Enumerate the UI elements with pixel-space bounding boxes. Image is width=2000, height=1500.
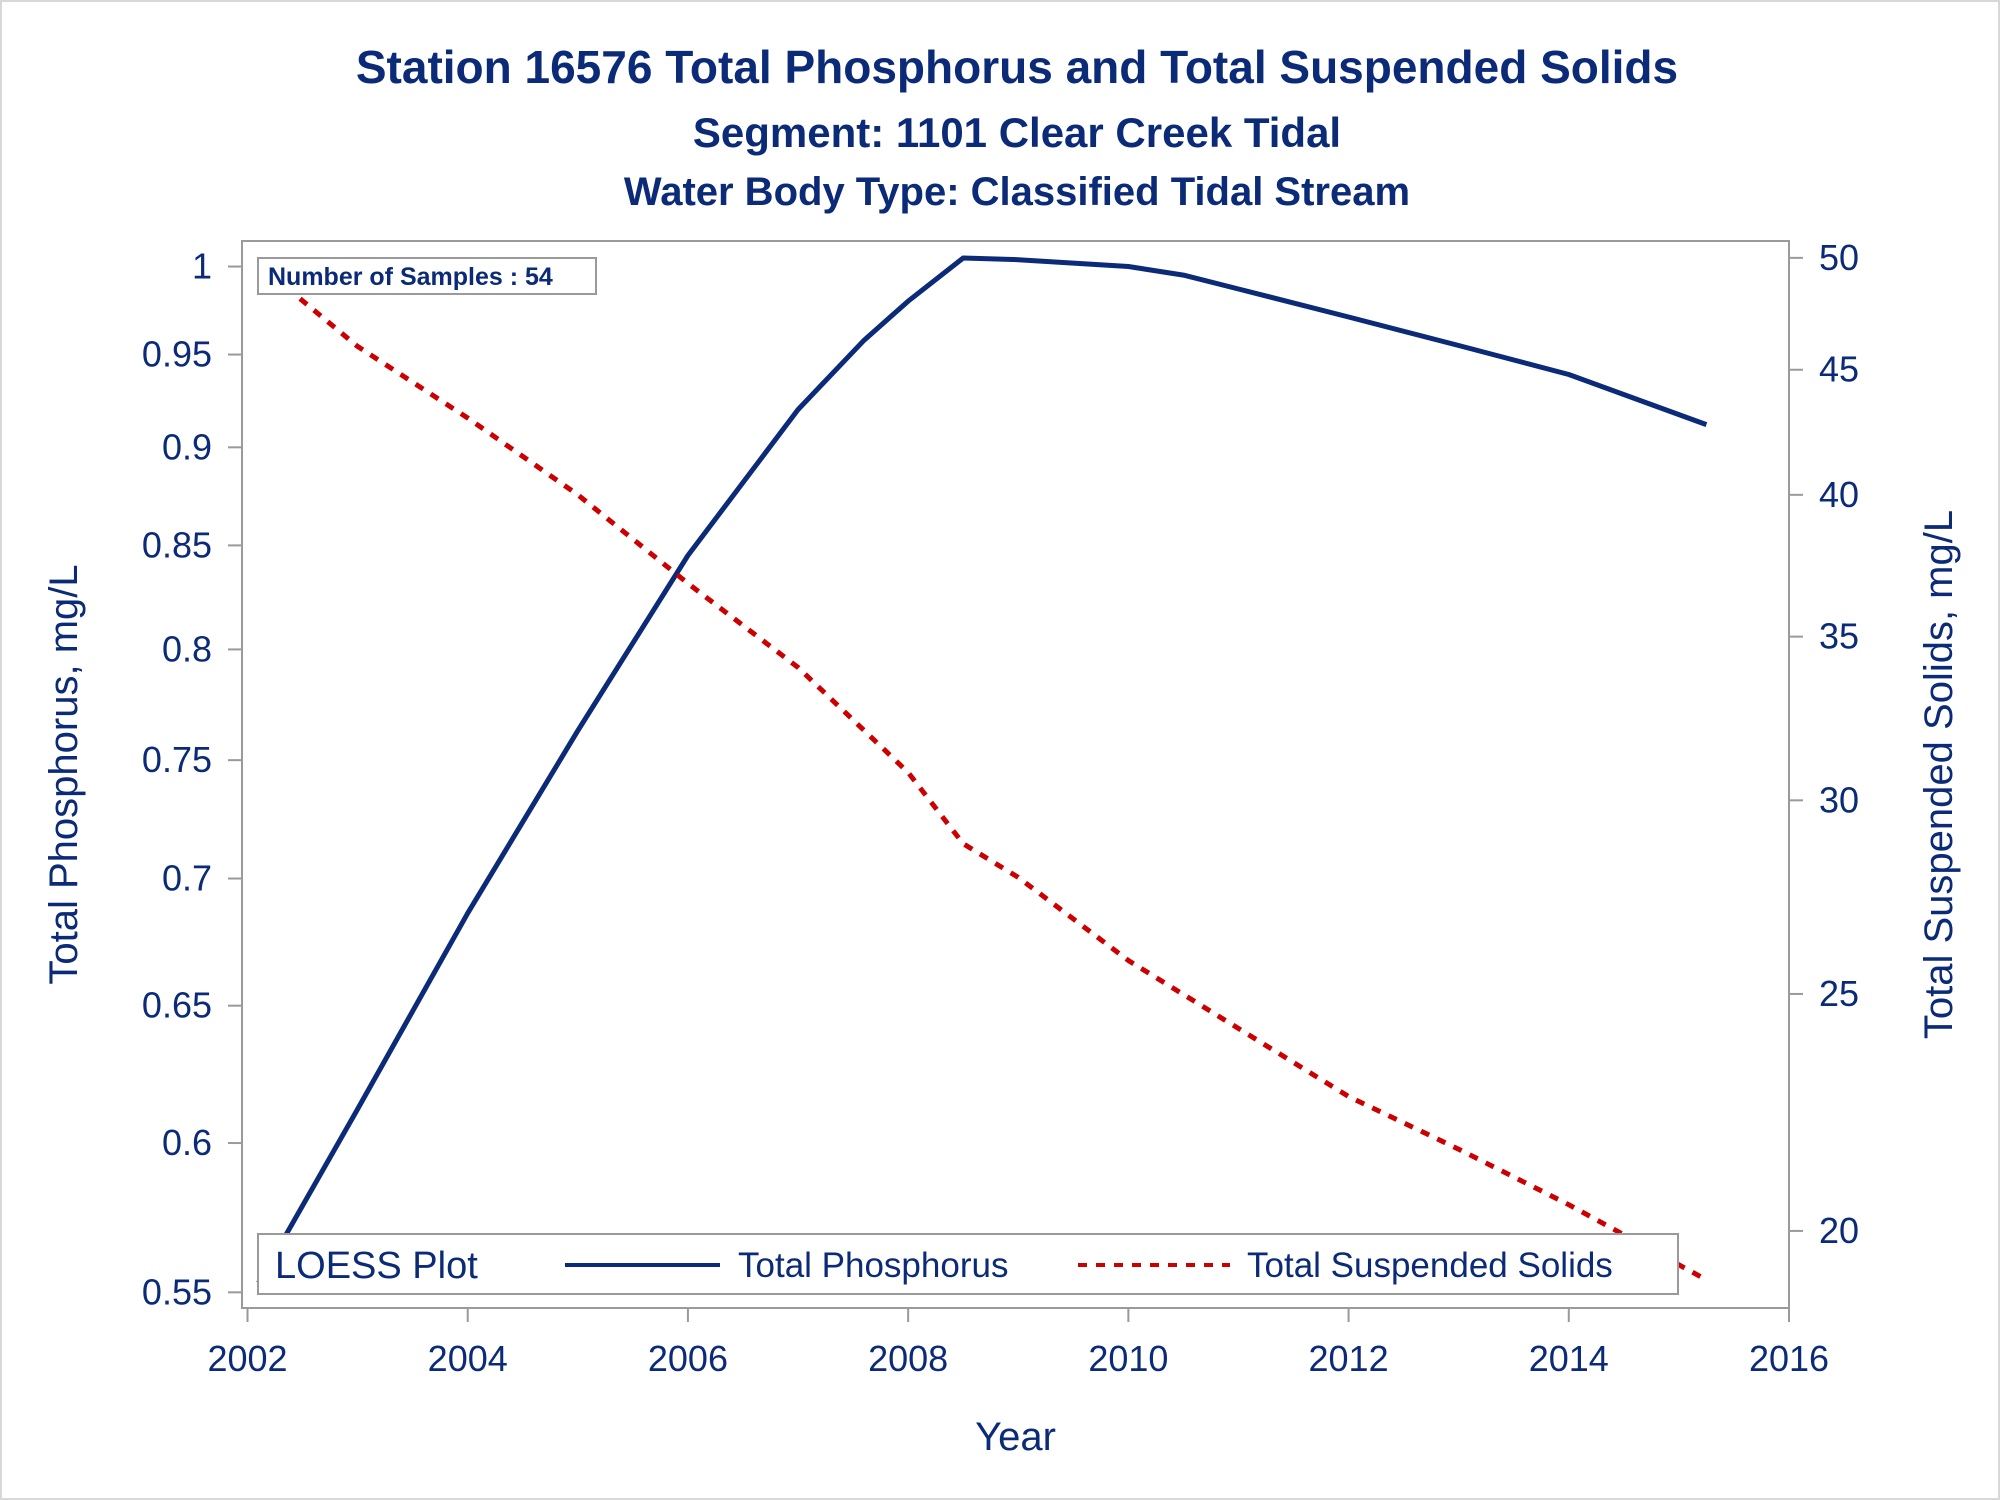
x-tick-label: 2008: [868, 1338, 948, 1379]
legend-label-total-suspended-solids: Total Suspended Solids: [1247, 1246, 1613, 1285]
x-tick-label: 2014: [1529, 1338, 1609, 1379]
y-tick-label: 0.95: [142, 334, 212, 375]
y-axis-label: Total Phosphorus, mg/L: [42, 564, 86, 984]
x-tick-label: 2010: [1088, 1338, 1168, 1379]
axis-layer: 2002 2004 2006 2008 2010 2012 2014 2016 0.55 0.6 0…: [42, 237, 1961, 1459]
series-line-total-phosphorus: [256, 255, 1708, 1285]
legend: LOESS Plot Total Phosphorus Total Suspen…: [257, 1233, 1679, 1295]
y2-tick-label: 35: [1819, 616, 1859, 657]
series-layer: [256, 255, 1708, 1285]
y2-tick-label: 45: [1819, 349, 1859, 390]
y2-tick-label: 40: [1819, 474, 1859, 515]
legend-frame: [257, 1233, 1679, 1295]
y2-tick-label: 30: [1819, 779, 1859, 820]
y-tick-label: 1: [192, 246, 212, 287]
y-tick-label: 0.6: [162, 1122, 212, 1163]
y2-tick-label: 25: [1819, 973, 1859, 1014]
y-tick-label: 0.8: [162, 628, 212, 669]
series-line-total-suspended-solids: [256, 262, 1708, 1282]
y-tick-label: 0.55: [142, 1271, 212, 1312]
chart-title: Station 16576 Total Phosphorus and Total…: [356, 41, 1678, 93]
sample-count-frame: [257, 257, 597, 295]
chart-subtitle: Segment: 1101 Clear Creek Tidal: [693, 109, 1341, 156]
legend-title: LOESS Plot: [275, 1245, 478, 1287]
x-tick-label: 2012: [1309, 1338, 1389, 1379]
x-axis-label: Year: [975, 1415, 1056, 1459]
sample-count-box: Number of Samples : 54: [257, 257, 597, 295]
chart-subtitle-2: Water Body Type: Classified Tidal Stream: [624, 170, 1410, 214]
y2-tick-label: 20: [1819, 1210, 1859, 1251]
legend-label-total-phosphorus: Total Phosphorus: [738, 1246, 1008, 1285]
x-tick-label: 2006: [648, 1338, 728, 1379]
plot-frame: [241, 240, 1790, 1309]
y2-axis-label: Total Suspended Solids, mg/L: [1917, 510, 1961, 1039]
y-tick-label: 0.9: [162, 426, 212, 467]
x-tick-label: 2002: [207, 1338, 287, 1379]
x-tick-label: 2004: [428, 1338, 508, 1379]
x-tick-label: 2016: [1749, 1338, 1829, 1379]
y-tick-label: 0.7: [162, 858, 212, 899]
y-tick-label: 0.65: [142, 985, 212, 1026]
sample-count-text: Number of Samples : 54: [268, 263, 553, 291]
y-tick-label: 0.75: [142, 739, 212, 780]
y-tick-label: 0.85: [142, 524, 212, 565]
y2-tick-label: 50: [1819, 237, 1859, 278]
